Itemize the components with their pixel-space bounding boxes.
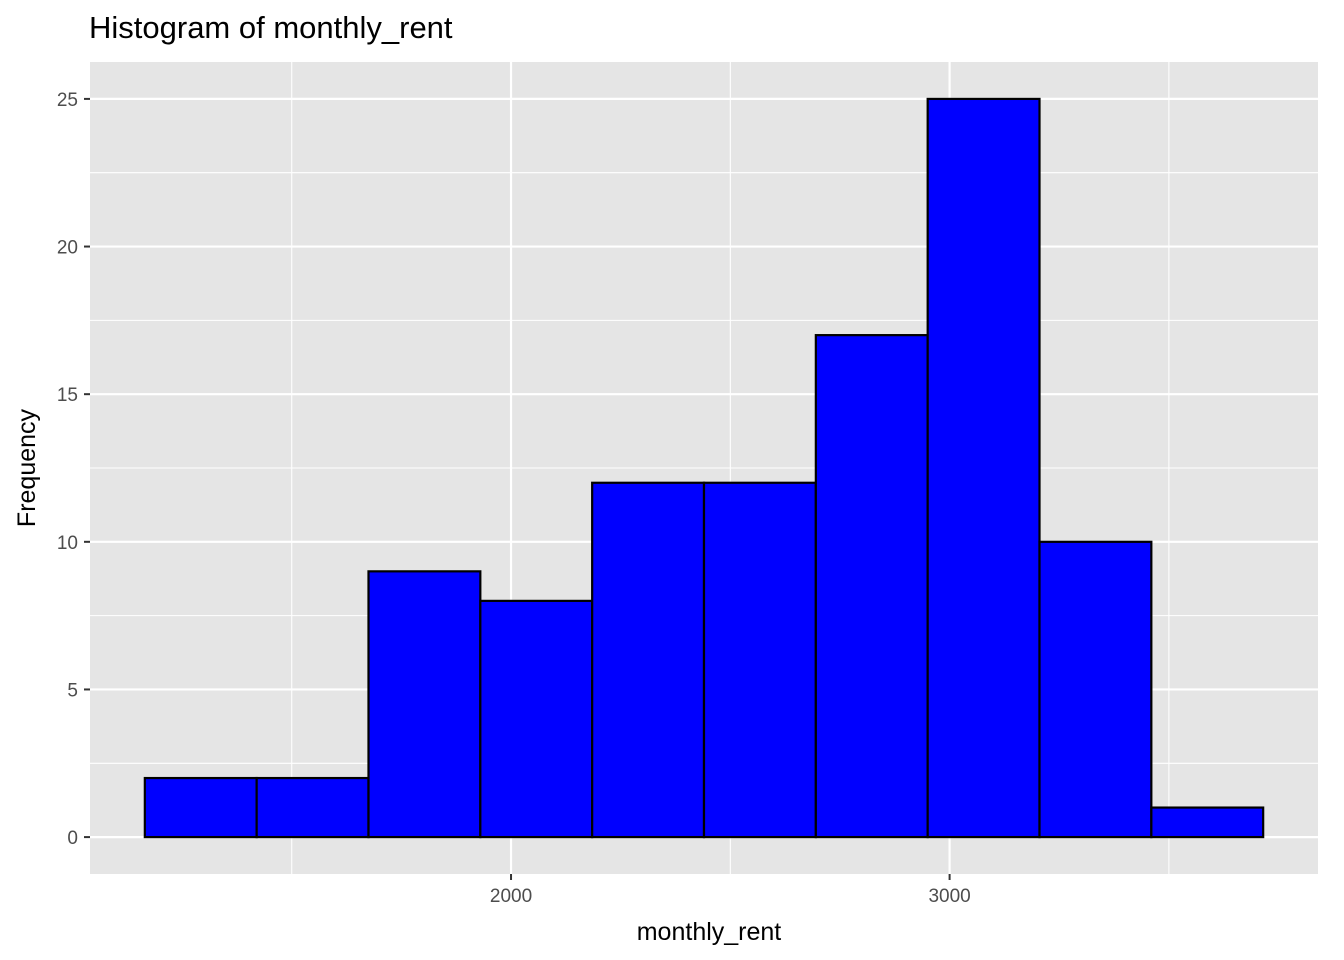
histogram-bar [479, 599, 594, 839]
y-tick-label: 0 [67, 828, 78, 849]
histogram-bar [1150, 806, 1265, 839]
x-axis-title: monthly_rent [637, 918, 782, 946]
y-tick-label: 25 [57, 90, 78, 111]
y-tick-label: 15 [57, 385, 78, 406]
y-tick-label: 20 [57, 238, 78, 259]
histogram-bar [255, 776, 370, 839]
histogram-bar [926, 97, 1041, 839]
x-axis: 2000 3000 [490, 874, 971, 907]
x-tick-label: 3000 [928, 886, 970, 907]
chart-title: Histogram of monthly_rent [89, 10, 453, 45]
histogram-bar [367, 570, 482, 839]
y-tick-label: 10 [57, 533, 78, 554]
histogram-bar [702, 481, 817, 839]
histogram-bar [143, 776, 258, 839]
y-axis-title: Frequency [13, 408, 41, 527]
histogram-bars [143, 97, 1265, 839]
y-tick-label: 5 [67, 680, 78, 701]
histogram-bar [591, 481, 706, 839]
y-axis: 0 5 10 15 20 25 [57, 90, 90, 849]
histogram-bar [814, 334, 929, 839]
x-tick-label: 2000 [490, 886, 532, 907]
histogram-bar [1038, 540, 1153, 839]
